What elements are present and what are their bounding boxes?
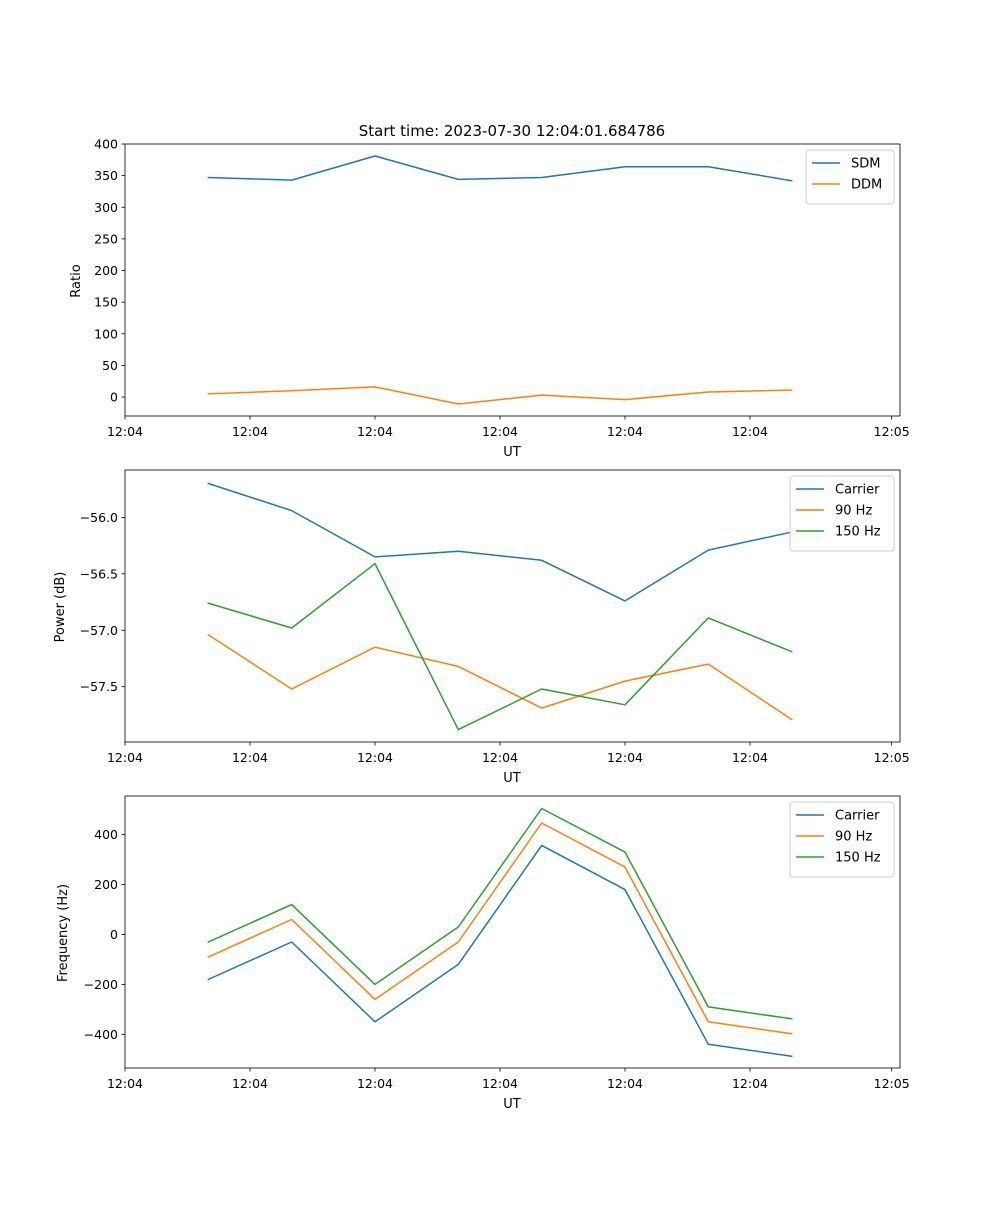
frequency-xtick-label: 12:04 bbox=[232, 1076, 268, 1091]
power-legend-label: Carrier bbox=[835, 483, 880, 498]
ratio-ylabel: Ratio bbox=[69, 264, 84, 297]
power-ytick-label: −56.0 bbox=[80, 510, 118, 525]
frequency-legend-label: 90 Hz bbox=[835, 830, 872, 845]
ratio-xtick-label: 12:04 bbox=[357, 424, 393, 439]
frequency-series-carrier-line bbox=[207, 844, 793, 1058]
frequency-panel: 12:04 12:04 12:04 12:04 12:04 12:04 12:05 −400 −… bbox=[56, 795, 910, 1112]
power-axes-frame bbox=[124, 469, 901, 743]
power-plot-layer: 12:04 12:04 12:04 12:04 12:04 12:04 12:05 −57.5… bbox=[80, 469, 910, 765]
power-ytick-label: −57.5 bbox=[80, 679, 118, 694]
ratio-ytick-label: 350 bbox=[94, 168, 118, 183]
ratio-axes-frame bbox=[124, 143, 901, 417]
frequency-legend: Carrier 90 Hz 150 Hz bbox=[789, 801, 895, 878]
ratio-legend-label: SDM bbox=[851, 157, 880, 172]
power-xlabel: UT bbox=[503, 771, 521, 786]
frequency-xtick-label: 12:04 bbox=[357, 1076, 393, 1091]
power-legend: Carrier 90 Hz 150 Hz bbox=[789, 475, 895, 552]
frequency-ylabel: Frequency (Hz) bbox=[56, 884, 71, 982]
ratio-legend: SDM DDM bbox=[805, 149, 895, 205]
power-ytick-label: −56.5 bbox=[80, 566, 118, 581]
ratio-ytick-label: 200 bbox=[94, 263, 118, 278]
frequency-series-150-hz-line bbox=[207, 807, 793, 1020]
ratio-ytick-label: 100 bbox=[94, 326, 118, 341]
ratio-legend-label: DDM bbox=[851, 178, 882, 193]
ratio-xtick-label: 12:04 bbox=[232, 424, 268, 439]
ratio-ytick-label: 0 bbox=[110, 390, 118, 405]
power-xtick-label: 12:04 bbox=[607, 750, 643, 765]
ratio-xtick-label: 12:04 bbox=[732, 424, 768, 439]
frequency-xtick-label: 12:04 bbox=[107, 1076, 143, 1091]
ratio-xtick-label: 12:04 bbox=[482, 424, 518, 439]
ratio-series-ddm-line bbox=[207, 386, 793, 405]
ratio-ytick-label: 250 bbox=[94, 231, 118, 246]
power-xtick-label: 12:04 bbox=[107, 750, 143, 765]
ratio-xtick-label: 12:05 bbox=[874, 424, 910, 439]
frequency-xlabel: UT bbox=[503, 1097, 521, 1112]
frequency-plot-layer: 12:04 12:04 12:04 12:04 12:04 12:04 12:05 −400 −… bbox=[84, 795, 910, 1091]
frequency-series-90-hz-line bbox=[207, 822, 793, 1035]
power-xtick-label: 12:04 bbox=[232, 750, 268, 765]
frequency-legend-label: 150 Hz bbox=[835, 851, 881, 866]
frequency-axes-frame bbox=[124, 795, 901, 1069]
frequency-ytick-label: 400 bbox=[94, 827, 118, 842]
ratio-panel: 12:04 12:04 12:04 12:04 12:04 12:04 12:05 0 50 10… bbox=[69, 137, 910, 461]
ratio-series-sdm-line bbox=[207, 155, 793, 182]
frequency-ytick-label: −400 bbox=[84, 1027, 118, 1042]
ratio-ytick-label: 300 bbox=[94, 200, 118, 215]
frequency-xtick-label: 12:05 bbox=[874, 1076, 910, 1091]
frequency-xtick-label: 12:04 bbox=[732, 1076, 768, 1091]
frequency-ytick-label: −200 bbox=[84, 977, 118, 992]
ratio-xlabel: UT bbox=[503, 445, 521, 460]
ratio-ytick-label: 150 bbox=[94, 295, 118, 310]
frequency-legend-label: Carrier bbox=[835, 809, 880, 824]
power-xtick-label: 12:04 bbox=[732, 750, 768, 765]
power-series-90-hz-line bbox=[207, 633, 793, 721]
power-xtick-label: 12:04 bbox=[482, 750, 518, 765]
power-series-carrier-line bbox=[207, 482, 793, 602]
ratio-xtick-label: 12:04 bbox=[107, 424, 143, 439]
power-xtick-label: 12:05 bbox=[874, 750, 910, 765]
ratio-plot-layer: 12:04 12:04 12:04 12:04 12:04 12:04 12:05 0 50 10… bbox=[94, 137, 910, 440]
ratio-ytick-label: 400 bbox=[94, 137, 118, 152]
power-ytick-label: −57.0 bbox=[80, 623, 118, 638]
ratio-ytick-label: 50 bbox=[102, 358, 118, 373]
frequency-ytick-label: 200 bbox=[94, 877, 118, 892]
frequency-xtick-label: 12:04 bbox=[482, 1076, 518, 1091]
power-legend-label: 150 Hz bbox=[835, 525, 881, 540]
power-legend-box bbox=[789, 475, 895, 552]
frequency-xtick-label: 12:04 bbox=[607, 1076, 643, 1091]
chart-title: Start time: 2023-07-30 12:04:01.684786 bbox=[359, 122, 665, 140]
power-legend-label: 90 Hz bbox=[835, 504, 872, 519]
frequency-legend-box bbox=[789, 801, 895, 878]
power-ylabel: Power (dB) bbox=[53, 572, 68, 643]
ratio-xtick-label: 12:04 bbox=[607, 424, 643, 439]
power-panel: 12:04 12:04 12:04 12:04 12:04 12:04 12:05 −57.5… bbox=[53, 469, 910, 786]
power-series-150-hz-line bbox=[207, 562, 793, 731]
frequency-ytick-label: 0 bbox=[110, 927, 118, 942]
power-xtick-label: 12:04 bbox=[357, 750, 393, 765]
